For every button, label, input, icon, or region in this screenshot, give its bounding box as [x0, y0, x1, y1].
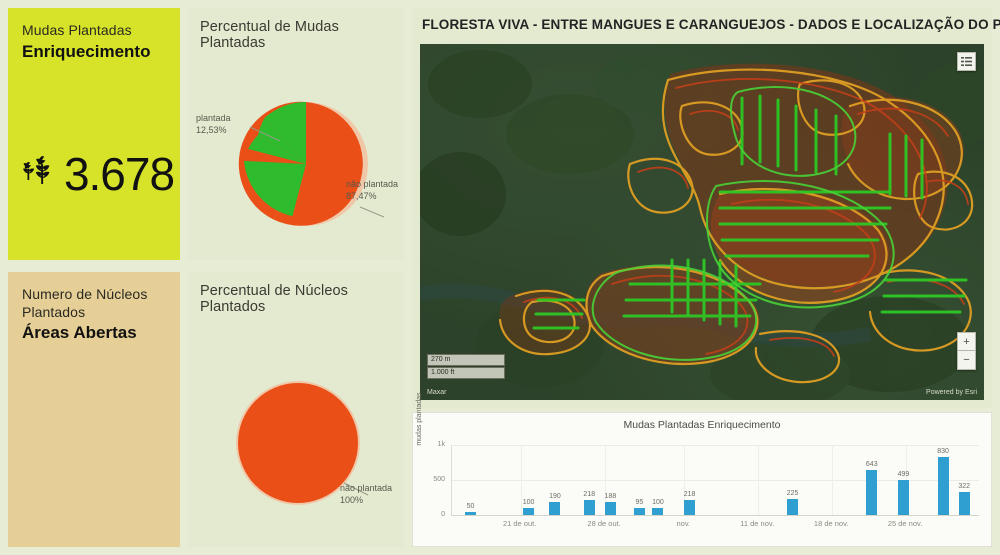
pie-slice-label-plantada: plantada 12,53% — [196, 113, 231, 135]
chart-bar[interactable] — [583, 499, 595, 515]
kpi-subtitle: Numero de Núcleos Plantados — [22, 286, 148, 320]
chart-bar-value-label: 100 — [522, 499, 535, 506]
kpi-card-numero-de-nucleos-plantados[interactable]: Numero de Núcleos Plantados Áreas Aberta… — [8, 272, 180, 547]
chart-bar-value-label: 830 — [937, 447, 949, 455]
sprout-icon — [14, 150, 58, 197]
zoom-in-button[interactable]: + — [957, 332, 976, 351]
chart-bar[interactable] — [523, 508, 535, 515]
chart-bar-value-label: 643 — [865, 460, 878, 468]
chart-gridline — [452, 445, 979, 446]
chart-yaxis: 0 500 1k — [425, 431, 445, 541]
chart-bar-value-label: 95 — [635, 499, 644, 507]
pie-chart-mudas[interactable]: plantada 12,53% não plantada 87,47% — [188, 51, 404, 260]
panel-percentual-de-mudas-plantadas[interactable]: Percentual de Mudas Plantadas plantada 1… — [188, 8, 404, 260]
chart-vgridline — [684, 445, 686, 515]
map-attribution-provider: Powered by Esri — [926, 389, 977, 396]
kpi-value-row: 3.678 — [8, 150, 180, 197]
chart-bar-value-label: 225 — [786, 490, 799, 498]
map-canvas[interactable]: + − 270 m 1.000 ft Maxar Powered by Esri — [420, 44, 984, 400]
pie-slice-label-nao-plantada: não plantada 100% — [340, 483, 393, 505]
panel-percentual-de-nucleos-plantados[interactable]: Percentual de Núcleos Plantados não plan… — [188, 272, 404, 547]
chart-title: Mudas Plantadas Enriquecimento — [623, 419, 781, 431]
chart-bar-value-label: 218 — [583, 490, 596, 498]
chart-bar[interactable] — [937, 456, 949, 515]
chart-bar[interactable] — [633, 508, 645, 515]
chart-bar-value-label: 499 — [897, 471, 910, 479]
legend-icon[interactable] — [957, 52, 976, 71]
chart-vgridline — [906, 445, 908, 515]
chart-bar-value-label: 322 — [958, 483, 970, 491]
chart-xtick-label: 18 de nov. — [813, 519, 849, 528]
bar-chart[interactable]: mudas plantadas 0 500 1k 50 100 190 218 188 95 1… — [413, 392, 993, 541]
chart-xaxis-line — [451, 515, 979, 516]
chart-bar[interactable] — [549, 501, 561, 515]
chart-ytick-label: 0 — [441, 511, 445, 518]
scale-metric: 270 m — [427, 353, 505, 366]
chart-bar[interactable] — [604, 501, 616, 515]
chart-bar[interactable] — [787, 499, 799, 515]
panel-bar-chart[interactable]: Mudas Plantadas Enriquecimento mudas pla… — [412, 392, 993, 547]
pie-slice-label-nao-plantada: não plantada 87,47% — [346, 179, 399, 201]
chart-xtick-label: nov. — [676, 519, 691, 528]
map-attribution-source: Maxar — [427, 389, 447, 396]
map-zoom-controls[interactable]: + − — [957, 332, 976, 370]
chart-plot-area: 50 100 190 218 188 95 100 218 225 643 499 830 322 — [451, 445, 979, 515]
chart-xtick-label: 21 de out. — [502, 519, 537, 528]
map-title: FLORESTA VIVA - ENTRE MANGUES E CARANGUE… — [422, 17, 1000, 32]
map-scale-bar: 270 m 1.000 ft — [427, 353, 505, 380]
chart-vgridline — [605, 445, 607, 515]
chart-vgridline — [520, 445, 522, 515]
chart-bar-value-label: 50 — [466, 502, 475, 510]
panel-title: Percentual de Núcleos Plantados — [200, 283, 348, 315]
chart-vgridline — [832, 445, 834, 515]
chart-bar[interactable] — [684, 499, 696, 515]
chart-bar[interactable] — [958, 492, 970, 515]
chart-bar[interactable] — [652, 508, 664, 515]
kpi-title: Áreas Abertas — [22, 323, 137, 342]
chart-xtick-label: 25 de nov. — [887, 519, 923, 528]
chart-bar[interactable] — [866, 470, 878, 515]
chart-xtick-label: 11 de nov. — [740, 519, 775, 528]
kpi-value: 3.678 — [63, 147, 175, 200]
panel-map[interactable]: FLORESTA VIVA - ENTRE MANGUES E CARANGUE… — [412, 8, 1000, 408]
chart-bar-value-label: 100 — [652, 499, 664, 506]
chart-ytick-label: 1k — [437, 441, 445, 448]
chart-xtick-label: 28 de out. — [587, 519, 621, 528]
chart-ylabel: mudas plantadas — [416, 392, 423, 446]
chart-bar[interactable] — [897, 480, 909, 515]
kpi-card-mudas-plantadas[interactable]: Mudas Plantadas Enriquecimento — [8, 8, 180, 260]
zoom-out-button[interactable]: − — [957, 351, 976, 370]
chart-bar-value-label: 190 — [549, 492, 561, 500]
chart-ytick-label: 500 — [433, 476, 445, 483]
chart-bar-value-label: 218 — [683, 490, 696, 498]
chart-gridline — [452, 480, 979, 481]
chart-vgridline — [758, 445, 760, 515]
panel-title: Percentual de Mudas Plantadas — [200, 19, 339, 51]
kpi-subtitle: Mudas Plantadas — [22, 22, 132, 38]
scale-imperial: 1.000 ft — [427, 366, 505, 379]
kpi-title: Enriquecimento — [22, 41, 151, 61]
chart-bar[interactable] — [464, 511, 476, 515]
chart-bar-value-label: 188 — [604, 492, 617, 500]
pie-chart-nucleos[interactable]: não plantada 100% — [188, 315, 404, 547]
